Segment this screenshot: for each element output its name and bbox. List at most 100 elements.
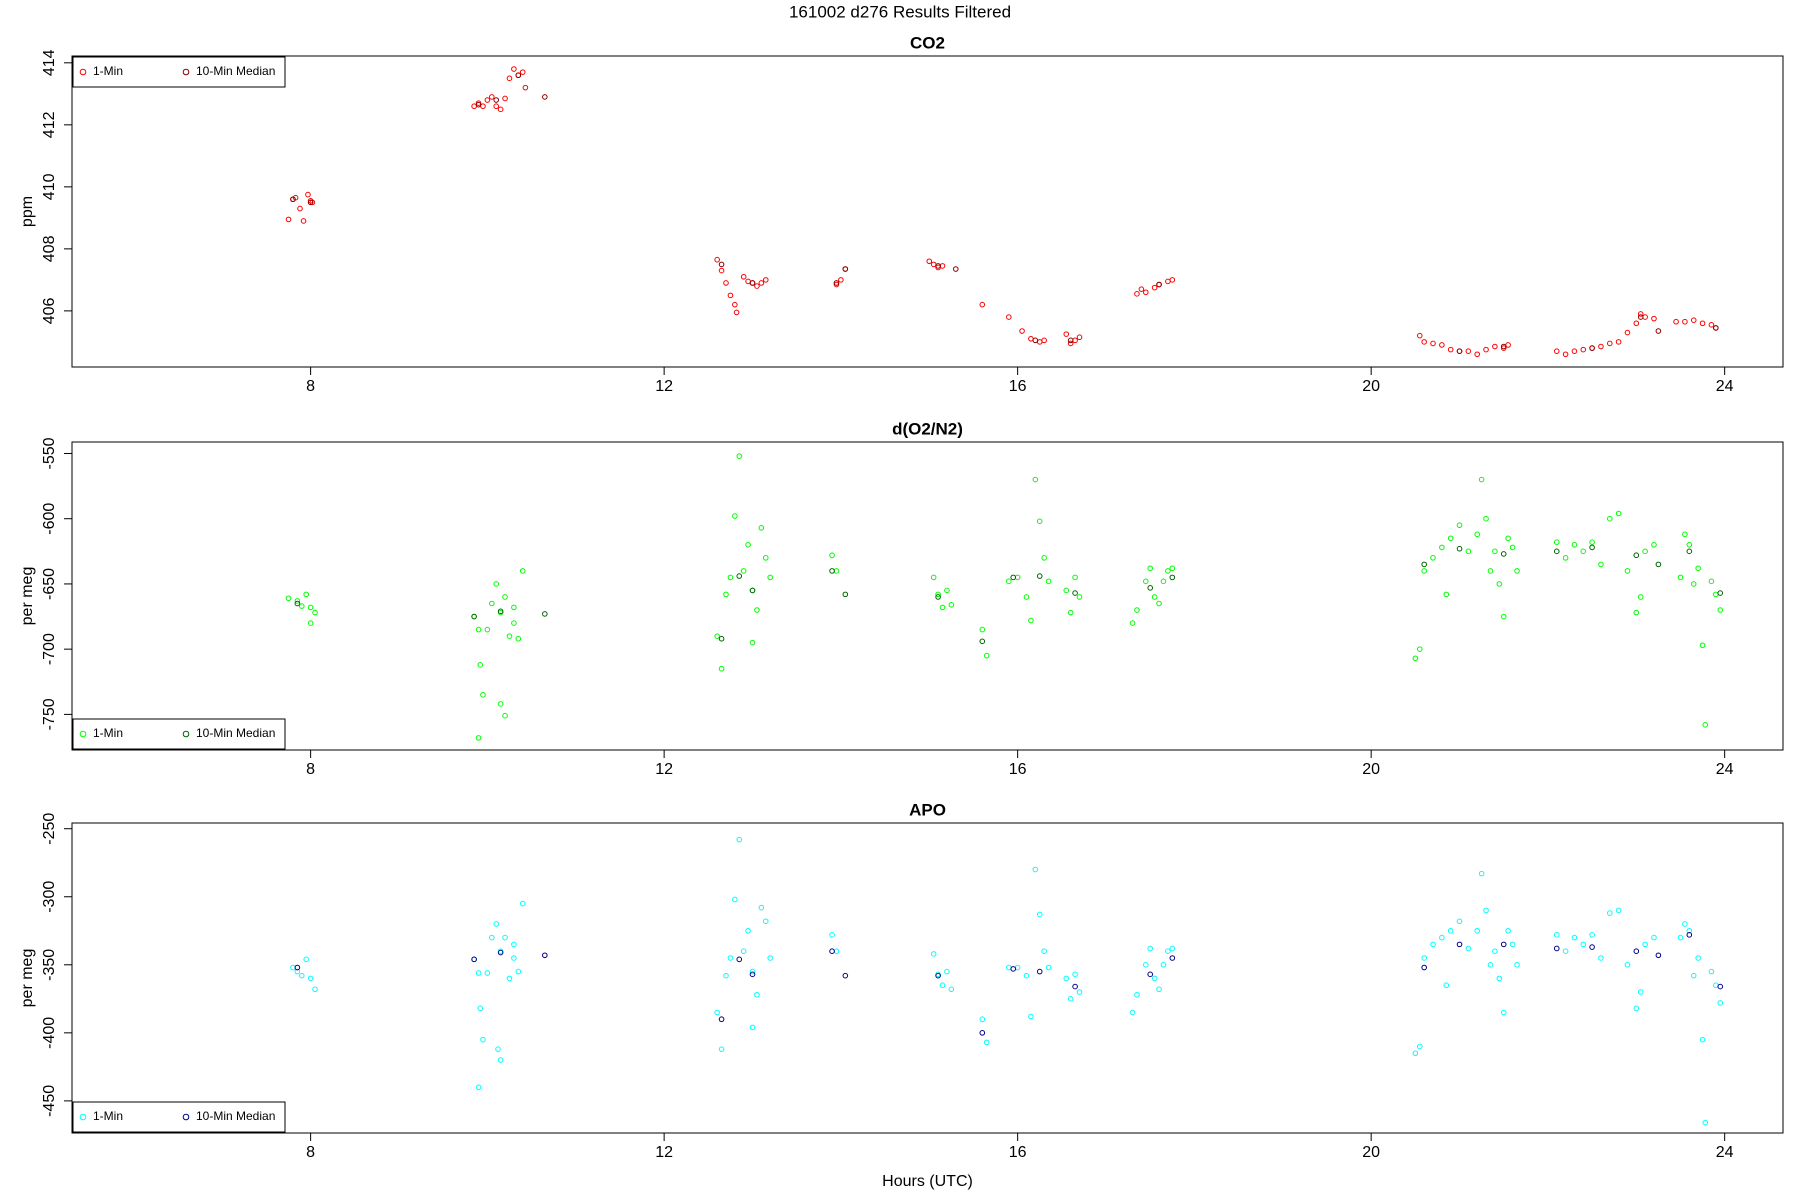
x-tick-label: 12: [655, 1144, 673, 1161]
data-point: [1695, 565, 1701, 572]
data-point: [1686, 927, 1693, 934]
data-point: [480, 103, 486, 110]
data-point: [727, 292, 734, 299]
data-point: [1169, 945, 1176, 952]
y-tick-label: -550: [41, 437, 58, 469]
data-point: [1624, 568, 1631, 574]
data-point: [542, 952, 548, 959]
data-point: [1072, 971, 1078, 978]
data-point: [1142, 961, 1149, 968]
data-point: [727, 574, 734, 581]
data-point: [1651, 315, 1657, 322]
data-point: [1010, 966, 1017, 972]
data-point: [1430, 941, 1436, 948]
legend: 1-Min 10-Min Median: [72, 718, 286, 750]
data-point: [1677, 934, 1684, 941]
data-point: [718, 267, 725, 274]
data-point: [1686, 541, 1693, 548]
data-point: [1045, 578, 1052, 585]
data-point: [762, 277, 769, 283]
data-point: [718, 261, 725, 268]
data-point: [290, 196, 296, 203]
data-point: [307, 975, 314, 982]
data-point: [303, 956, 310, 963]
data-point: [754, 283, 760, 289]
x-tick-label: 24: [1716, 378, 1734, 395]
data-point: [1447, 927, 1454, 934]
data-point: [930, 951, 937, 957]
data-point: [1430, 555, 1436, 561]
data-point: [475, 970, 482, 976]
data-point: [1006, 314, 1012, 320]
data-point: [1147, 945, 1154, 952]
x-tick-label: 16: [1009, 761, 1027, 778]
data-point: [1699, 1036, 1706, 1043]
data-point: [1505, 342, 1511, 348]
data-point: [1589, 944, 1595, 950]
data-point: [939, 263, 946, 269]
x-tick-label: 16: [1009, 378, 1027, 395]
data-point: [1633, 1005, 1640, 1012]
data-point: [1412, 655, 1419, 662]
data-point: [1580, 548, 1587, 555]
data-point: [1598, 343, 1604, 350]
data-point: [1006, 578, 1012, 585]
data-point: [497, 1057, 504, 1063]
data-point: [1702, 1119, 1709, 1126]
data-point: [1514, 961, 1520, 968]
data-point: [1702, 722, 1709, 728]
data-point: [1036, 518, 1043, 525]
data-point: [484, 970, 491, 976]
data-point: [718, 665, 725, 672]
panel-title: APO: [909, 800, 946, 819]
data-point: [842, 591, 849, 598]
data-point: [1478, 476, 1485, 483]
data-point: [1655, 952, 1662, 959]
data-point: [926, 258, 933, 265]
y-tick-label: -250: [41, 813, 58, 845]
figure-title: 161002 d276 Results Filtered: [789, 2, 1011, 21]
legend: 1-Min 10-Min Median: [72, 1101, 286, 1133]
data-point: [1492, 948, 1498, 954]
data-point: [1421, 339, 1427, 345]
data-point: [1717, 1000, 1724, 1006]
legend-label: 10-Min Median: [196, 726, 275, 740]
data-point: [1076, 594, 1083, 600]
data-point: [477, 1005, 484, 1012]
data-point: [1589, 539, 1595, 545]
data-point: [979, 626, 986, 633]
data-point: [1496, 975, 1503, 982]
data-point: [1500, 551, 1507, 557]
data-point: [1169, 574, 1176, 581]
data-point: [935, 591, 941, 598]
data-point: [1036, 339, 1043, 345]
data-point: [749, 280, 756, 286]
data-point: [307, 604, 314, 611]
data-point: [930, 261, 937, 268]
data-point: [307, 199, 314, 206]
data-point: [1014, 964, 1021, 971]
data-point: [1151, 284, 1158, 291]
data-point: [1041, 948, 1047, 954]
data-point: [303, 591, 310, 598]
data-point: [1717, 590, 1724, 596]
plot-frame: [71, 822, 1784, 1134]
data-point: [749, 971, 756, 978]
data-point: [1562, 351, 1569, 358]
y-tick-label: -650: [41, 568, 58, 600]
data-point: [1713, 325, 1719, 331]
data-point: [290, 964, 296, 971]
data-point: [502, 594, 508, 600]
data-point: [511, 620, 517, 626]
data-point: [829, 552, 835, 559]
data-point: [829, 568, 835, 574]
y-tick-label: -400: [41, 1017, 58, 1049]
plot-frame: [71, 55, 1784, 368]
data-point: [1708, 322, 1715, 328]
data-point: [515, 968, 522, 975]
data-point: [1589, 544, 1595, 551]
data-point: [1682, 318, 1688, 325]
data-point: [1032, 866, 1039, 873]
data-point: [1717, 607, 1724, 613]
data-point: [1717, 983, 1724, 990]
